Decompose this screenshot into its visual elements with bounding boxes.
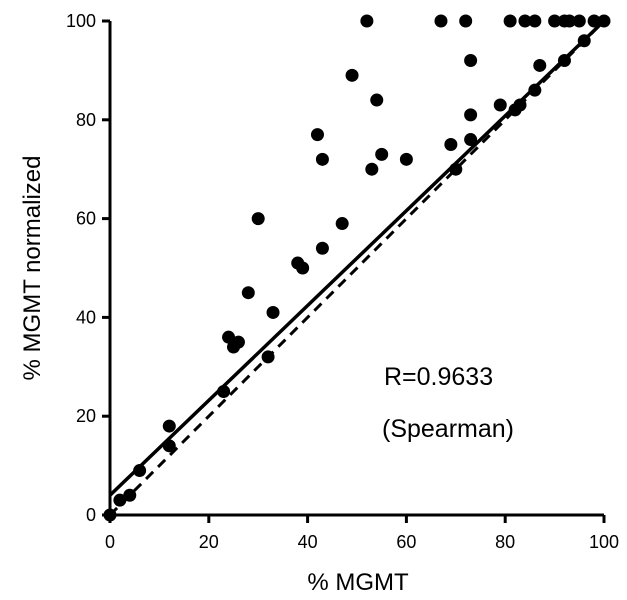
correlation-value: R=0.9633 <box>384 363 493 391</box>
y-tick-label: 40 <box>76 307 96 327</box>
y-tick-label: 0 <box>86 505 96 525</box>
data-point <box>528 14 542 28</box>
data-point <box>365 162 379 176</box>
data-point <box>310 128 324 142</box>
data-point <box>315 241 329 255</box>
data-point <box>587 14 601 28</box>
data-point <box>493 98 507 112</box>
data-point <box>577 34 591 48</box>
data-point <box>528 83 542 97</box>
data-point <box>449 162 463 176</box>
data-point <box>597 14 611 28</box>
data-point <box>241 286 255 300</box>
x-axis-title: % MGMT <box>307 569 409 596</box>
data-point <box>296 261 310 275</box>
data-point <box>251 212 265 226</box>
data-point <box>123 488 137 502</box>
axes-layer <box>108 21 604 517</box>
data-point <box>335 217 349 231</box>
x-tick-label: 100 <box>589 532 619 552</box>
data-point <box>459 14 473 28</box>
data-point <box>518 14 532 28</box>
data-point <box>231 335 245 349</box>
data-point <box>503 14 517 28</box>
data-point <box>399 152 413 166</box>
points-layer <box>103 14 611 522</box>
data-point <box>315 152 329 166</box>
data-point <box>360 14 374 28</box>
data-point <box>434 14 448 28</box>
data-point <box>370 93 384 107</box>
correlation-method: (Spearman) <box>382 415 514 443</box>
data-point <box>513 98 527 112</box>
data-point <box>113 493 127 507</box>
data-point <box>548 14 562 28</box>
data-point <box>217 385 231 398</box>
data-point <box>261 350 275 364</box>
identity-line <box>108 19 606 517</box>
data-point <box>464 108 478 122</box>
y-tick-label: 60 <box>76 209 96 229</box>
data-point <box>562 14 576 28</box>
y-axis-title: % MGMT normalized <box>19 156 46 381</box>
x-ticks: 0 20 40 60 80 100 <box>105 515 619 552</box>
data-point <box>266 305 280 319</box>
data-point <box>533 58 547 72</box>
x-tick-label: 0 <box>105 532 115 552</box>
data-point <box>444 138 458 151</box>
data-point <box>133 464 147 478</box>
data-point <box>345 68 359 82</box>
data-point <box>222 330 236 344</box>
y-ticks: 0 20 40 60 80 100 <box>66 11 110 525</box>
data-point <box>572 14 586 28</box>
data-point <box>375 147 389 161</box>
data-point <box>162 419 176 433</box>
x-tick-label: 60 <box>396 532 416 552</box>
data-point <box>557 54 571 68</box>
x-tick-label: 20 <box>199 532 219 552</box>
x-tick-label: 80 <box>495 532 515 552</box>
x-tick-label: 40 <box>298 532 318 552</box>
y-tick-label: 20 <box>76 406 96 426</box>
y-tick-label: 80 <box>76 110 96 130</box>
data-point <box>464 133 478 147</box>
y-tick-label: 100 <box>66 11 96 31</box>
lines-layer <box>108 19 606 517</box>
data-point <box>464 54 478 68</box>
data-point <box>162 439 176 453</box>
